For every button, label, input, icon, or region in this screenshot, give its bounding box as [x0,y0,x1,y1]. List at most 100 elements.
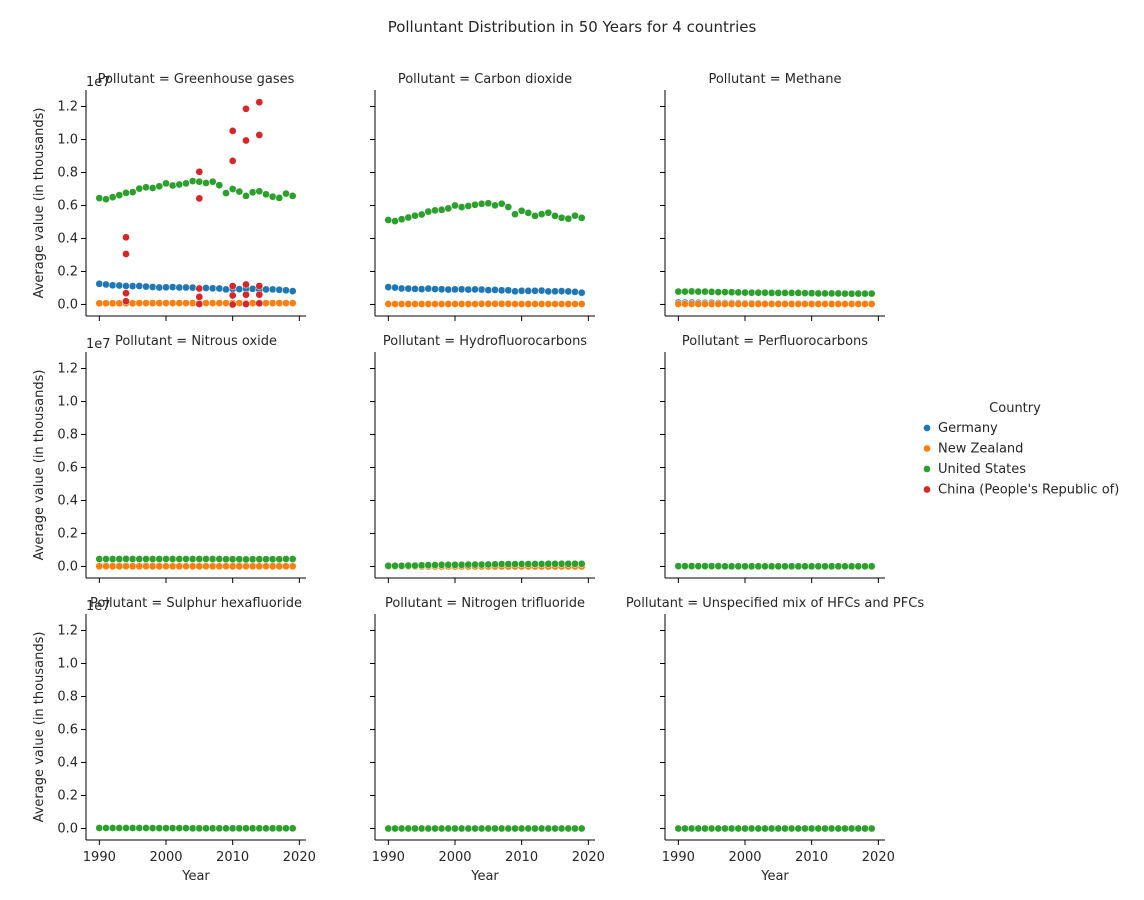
data-point [694,824,703,833]
data-point [741,824,749,833]
data-point [524,287,533,295]
data-point [268,299,277,307]
data-point [242,562,250,571]
data-point [162,562,170,571]
data-point [275,555,284,564]
data-point [404,561,413,570]
data-point [497,299,506,308]
data-point [188,824,197,833]
data-point [557,300,566,308]
data-point [255,187,264,196]
data-point [384,561,393,570]
data-point [457,203,466,211]
x-tick-label: 2000 [438,850,471,865]
data-point [511,287,519,296]
data-point [477,285,486,294]
facet-panel: Pollutant = Hydrofluorocarbons [370,334,595,583]
data-point [557,287,566,295]
data-point [175,299,184,307]
data-point [404,300,413,308]
data-point [437,560,446,569]
data-point [707,288,716,296]
data-point [162,824,170,832]
data-point [841,300,849,308]
x-tick-label: 1990 [83,850,116,865]
data-point [195,167,204,176]
legend-label: United States [938,462,1026,477]
data-point [577,213,586,222]
data-point [202,562,210,571]
data-point [268,824,277,833]
data-point [821,300,829,308]
data-point [135,824,144,832]
data-point [451,824,459,833]
data-point [707,562,716,570]
data-point [424,824,433,833]
data-point [115,824,124,832]
data-point [681,562,689,570]
data-point [195,555,204,563]
data-point [537,824,546,833]
facet-panel: Pollutant = Methane [660,72,885,321]
data-point [282,555,290,563]
data-point [841,824,849,833]
data-point [255,299,264,308]
data-point [674,287,683,296]
data-point [754,824,763,833]
facet-panel: Pollutant = Nitrogen trifluoride 1990 2000… [370,596,605,884]
data-point [497,286,506,295]
data-point [288,299,297,307]
y-tick-label: 0.4 [57,231,78,246]
chart-title: Polluntant Distribution in 50 Years for … [388,18,757,36]
data-point [801,562,809,571]
data-point [477,560,486,569]
data-point [162,299,170,307]
data-point [734,300,743,308]
data-point [721,288,729,296]
facet-panel: Pollutant = Sulphur hexafluoride 0.0 0.2 0.… [32,596,316,884]
data-point [681,300,689,308]
data-point [262,824,270,833]
data-point [754,562,763,571]
data-point [391,217,399,225]
legend-label: New Zealand [938,442,1023,457]
data-point [734,824,743,833]
data-point [148,824,157,832]
data-point [551,824,559,833]
data-point [95,299,104,308]
data-point [248,188,257,197]
data-point [108,555,117,563]
facet-panel: Pollutant = Unspecified mix of HFCs and … [626,596,924,884]
data-point [727,562,736,571]
data-point [195,177,204,186]
data-point [102,562,110,571]
data-point [847,300,856,308]
data-point [175,180,184,189]
data-point [155,555,164,563]
data-point [491,299,499,308]
data-point [471,824,479,833]
y-axis-label: Average value (in thousands) [32,108,47,299]
data-point [674,300,683,308]
data-point [747,562,756,571]
data-point [551,559,559,568]
data-point [564,559,573,568]
y-tick-label: 0.8 [57,165,78,180]
data-point [182,555,190,563]
data-point [517,286,526,295]
data-point [135,299,144,307]
data-point [517,206,526,215]
data-point [222,824,230,833]
data-point [847,824,856,833]
data-point [734,288,743,297]
data-point [794,824,803,833]
facet-title: Pollutant = Hydrofluorocarbons [383,334,587,349]
data-point [571,211,579,220]
data-point [571,300,579,308]
data-point [701,562,709,570]
legend-marker [923,444,931,453]
x-tick-label: 2020 [283,850,316,865]
data-point [807,562,816,571]
data-point [228,300,237,309]
data-point [444,285,453,294]
